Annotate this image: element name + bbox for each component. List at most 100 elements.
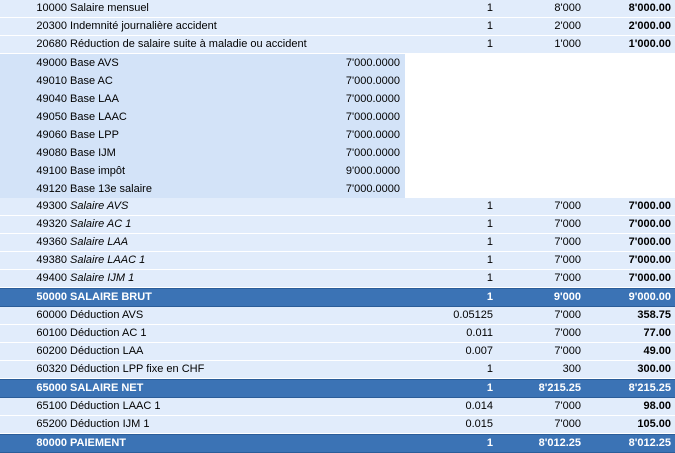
quantity-cell: 7'000	[554, 218, 581, 230]
label-cell: Salaire IJM 1	[70, 272, 135, 284]
empty-cell-area	[405, 54, 675, 72]
table-row[interactable]: 60000 Déduction AVS 0.05125 7'000 358.75	[0, 307, 675, 325]
table-row[interactable]: 49400 Salaire IJM 1 1 7'000 7'000.00	[0, 270, 675, 288]
table-row[interactable]: 20680 Réduction de salaire suite à maladi…	[0, 36, 675, 54]
base-value-cell: 9'000.0000	[345, 165, 400, 177]
table-row[interactable]: 10000 Salaire mensuel 1 8'000 8'000.00	[0, 0, 675, 18]
amount-cell: 1'000.00	[628, 38, 671, 50]
table-row[interactable]: 49080 Base IJM 7'000.0000	[0, 144, 675, 162]
code-cell: 60200	[36, 345, 67, 357]
amount-cell: 7'000.00	[628, 254, 671, 266]
table-row[interactable]: 49050 Base LAAC 7'000.0000	[0, 108, 675, 126]
quantity-cell: 8'215.25	[538, 382, 581, 394]
label-cell: Déduction LAAC 1	[70, 400, 161, 412]
code-cell: 49040	[36, 93, 67, 105]
table-row[interactable]: 65200 Déduction IJM 1 0.015 7'000 105.00	[0, 416, 675, 434]
table-row[interactable]: 49360 Salaire LAA 1 7'000 7'000.00	[0, 234, 675, 252]
empty-cell-area	[405, 144, 675, 162]
table-row[interactable]: 49040 Base LAA 7'000.0000	[0, 90, 675, 108]
total-row[interactable]: 65000 SALAIRE NET 1 8'215.25 8'215.25	[0, 379, 675, 398]
table-row[interactable]: 65100 Déduction LAAC 1 0.014 7'000 98.00	[0, 398, 675, 416]
rate-cell: 1	[486, 254, 493, 266]
base-value-cell	[300, 361, 400, 378]
quantity-cell: 2'000	[554, 20, 581, 32]
table-row[interactable]: 49120 Base 13e salaire 7'000.0000	[0, 180, 675, 198]
base-value-cell	[300, 307, 400, 324]
table-row[interactable]: 49300 Salaire AVS 1 7'000 7'000.00	[0, 198, 675, 216]
empty-cell-area	[405, 108, 675, 126]
table-row[interactable]: 20300 Indemnité journalière accident 1 2'00…	[0, 18, 675, 36]
code-cell: 50000	[36, 291, 67, 303]
code-cell: 80000	[36, 437, 67, 449]
rate-cell: 1	[486, 2, 493, 14]
amount-cell	[585, 90, 671, 108]
amount-cell: 358.75	[637, 309, 671, 321]
base-value-cell: 7'000.0000	[345, 129, 400, 141]
quantity-cell: 1'000	[554, 38, 581, 50]
total-row[interactable]: 50000 SALAIRE BRUT 1 9'000 9'000.00	[0, 288, 675, 307]
rate-cell: 0.014	[465, 400, 493, 412]
label-cell: Déduction LPP fixe en CHF	[70, 363, 205, 375]
amount-cell: 8'215.25	[628, 382, 671, 394]
rate-cell: 0.015	[465, 418, 493, 430]
empty-cell-area	[405, 180, 675, 198]
table-row[interactable]: 60320 Déduction LPP fixe en CHF 1 300 300.00	[0, 361, 675, 379]
quantity-cell: 7'000	[554, 418, 581, 430]
amount-cell	[585, 54, 671, 72]
code-cell: 60100	[36, 327, 67, 339]
table-row[interactable]: 49380 Salaire LAAC 1 1 7'000 7'000.00	[0, 252, 675, 270]
table-row[interactable]: 49320 Salaire AC 1 1 7'000 7'000.00	[0, 216, 675, 234]
rate-cell: 0.007	[465, 345, 493, 357]
base-value-cell	[300, 36, 400, 53]
quantity-cell	[495, 108, 581, 126]
rate-cell: 1	[486, 200, 493, 212]
quantity-cell	[495, 144, 581, 162]
code-cell: 49060	[36, 129, 67, 141]
base-value-cell: 7'000.0000	[345, 183, 400, 195]
total-row[interactable]: 80000 PAIEMENT 1 8'012.25 8'012.25	[0, 434, 675, 453]
quantity-cell: 8'012.25	[538, 437, 581, 449]
quantity-cell: 9'000	[553, 291, 581, 303]
quantity-cell: 8'000	[554, 2, 581, 14]
label-cell: Base LPP	[70, 129, 119, 141]
amount-cell	[585, 162, 671, 180]
quantity-cell	[495, 180, 581, 198]
rate-cell: 1	[486, 382, 493, 394]
base-value-cell: 7'000.0000	[345, 57, 400, 69]
base-value-cell	[300, 380, 400, 397]
rate-cell: 1	[486, 20, 493, 32]
table-row[interactable]: 49010 Base AC 7'000.0000	[0, 72, 675, 90]
code-cell: 49080	[36, 147, 67, 159]
amount-cell	[585, 126, 671, 144]
base-value-cell	[300, 398, 400, 415]
amount-cell: 7'000.00	[628, 272, 671, 284]
quantity-cell: 7'000	[554, 327, 581, 339]
amount-cell: 7'000.00	[628, 200, 671, 212]
quantity-cell	[495, 90, 581, 108]
amount-cell: 77.00	[643, 327, 671, 339]
code-cell: 49000	[36, 57, 67, 69]
amount-cell	[585, 180, 671, 198]
label-cell: SALAIRE NET	[70, 382, 144, 394]
table-row[interactable]: 60100 Déduction AC 1 0.011 7'000 77.00	[0, 325, 675, 343]
table-row[interactable]: 49060 Base LPP 7'000.0000	[0, 126, 675, 144]
label-cell: Déduction AVS	[70, 309, 144, 321]
table-row[interactable]: 49100 Base impôt 9'000.0000	[0, 162, 675, 180]
rate-cell: 1	[486, 38, 493, 50]
base-value-cell	[300, 416, 400, 433]
rate-cell	[400, 144, 493, 162]
amount-cell: 8'000.00	[628, 2, 671, 14]
rate-cell	[400, 108, 493, 126]
table-row[interactable]: 49000 Base AVS 7'000.0000	[0, 54, 675, 72]
label-cell: Base IJM	[70, 147, 116, 159]
amount-cell: 7'000.00	[628, 218, 671, 230]
base-value-cell	[300, 216, 400, 233]
rate-cell	[400, 180, 493, 198]
table-row[interactable]: 60200 Déduction LAA 0.007 7'000 49.00	[0, 343, 675, 361]
label-cell: Base LAA	[70, 93, 119, 105]
base-value-cell	[300, 252, 400, 269]
code-cell: 49010	[36, 75, 67, 87]
rate-cell	[400, 90, 493, 108]
empty-cell-area	[405, 126, 675, 144]
